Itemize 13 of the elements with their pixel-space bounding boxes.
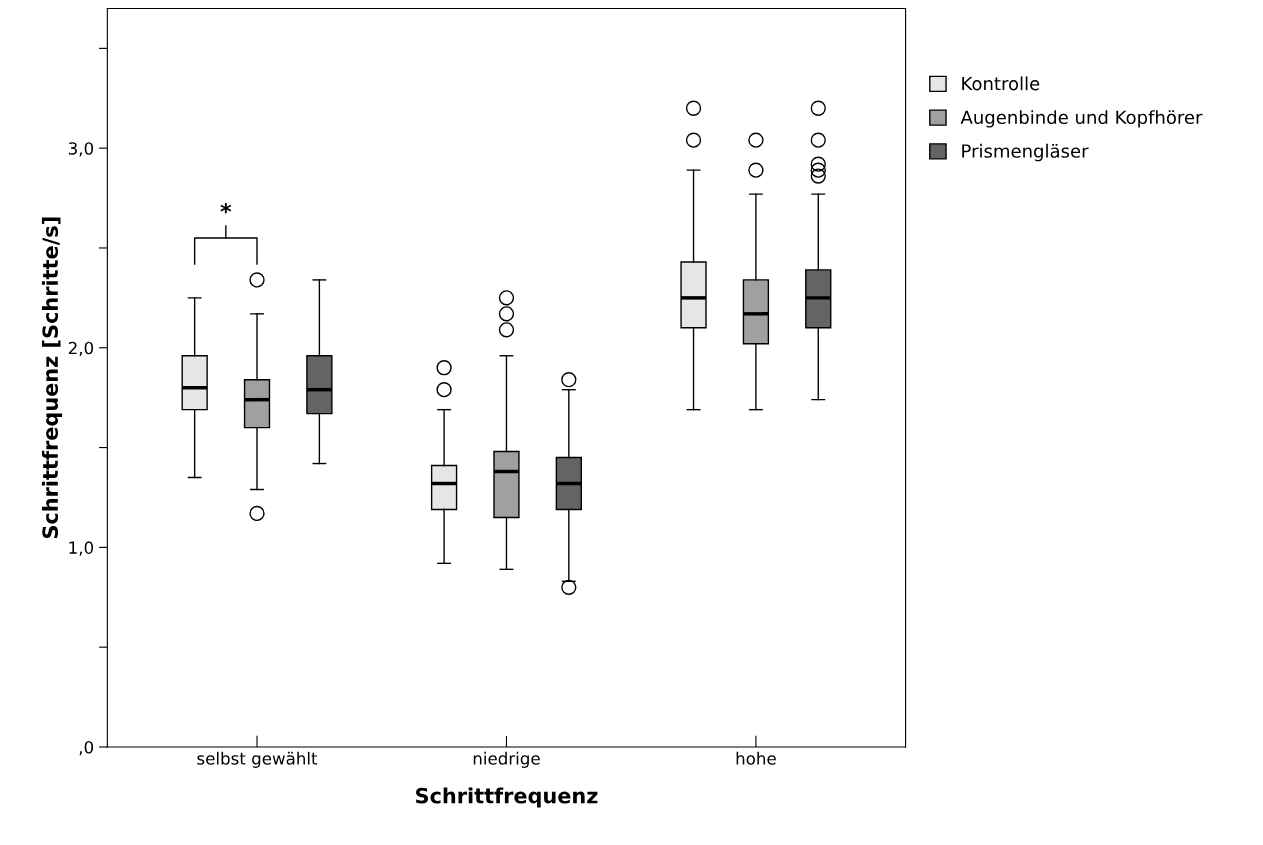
y-tick-label: 1,0 xyxy=(69,541,94,556)
y-tick-label: ,0 xyxy=(79,740,94,756)
legend-label: Prismengläser xyxy=(962,143,1089,162)
x-axis-title: Schrittfrequenz xyxy=(416,787,598,808)
y-tick-label: 3,0 xyxy=(68,142,94,157)
annotation: * xyxy=(220,202,232,214)
y-axis-title: Schrittfrequenz [Schritte/s] xyxy=(41,217,63,539)
y-tick-label: 2,0 xyxy=(68,341,94,357)
x-tick-label: niedrige xyxy=(473,751,540,768)
legend-label: Augenbinde und Kopfhörer xyxy=(960,110,1203,128)
legend-label: Kontrolle xyxy=(962,76,1040,91)
x-tick-label: selbst gewählt xyxy=(197,751,318,768)
x-tick-label: hohe xyxy=(736,751,776,765)
